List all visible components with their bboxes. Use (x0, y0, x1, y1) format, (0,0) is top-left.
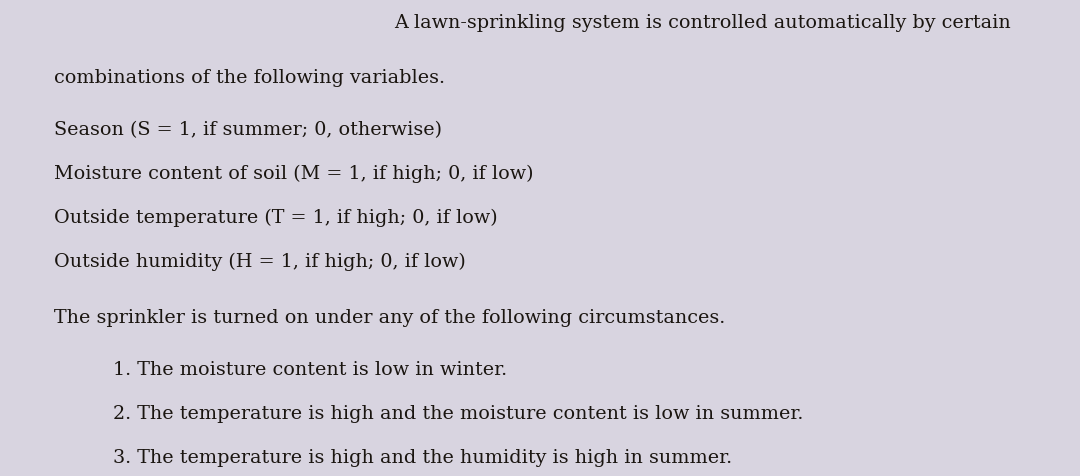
Text: 2. The temperature is high and the moisture content is low in summer.: 2. The temperature is high and the moist… (113, 405, 804, 423)
Text: Season (S = 1, if summer; 0, otherwise): Season (S = 1, if summer; 0, otherwise) (54, 121, 442, 139)
Text: Moisture content of soil (M = 1, if high; 0, if low): Moisture content of soil (M = 1, if high… (54, 165, 534, 183)
Text: combinations of the following variables.: combinations of the following variables. (54, 69, 445, 87)
Text: Outside temperature (T = 1, if high; 0, if low): Outside temperature (T = 1, if high; 0, … (54, 209, 498, 227)
Text: The sprinkler is turned on under any of the following circumstances.: The sprinkler is turned on under any of … (54, 309, 726, 327)
Text: A lawn-sprinkling system is controlled automatically by certain: A lawn-sprinkling system is controlled a… (394, 14, 1011, 32)
Text: 1. The moisture content is low in winter.: 1. The moisture content is low in winter… (113, 361, 508, 379)
Text: Outside humidity (H = 1, if high; 0, if low): Outside humidity (H = 1, if high; 0, if … (54, 253, 465, 271)
Text: 3. The temperature is high and the humidity is high in summer.: 3. The temperature is high and the humid… (113, 449, 732, 467)
